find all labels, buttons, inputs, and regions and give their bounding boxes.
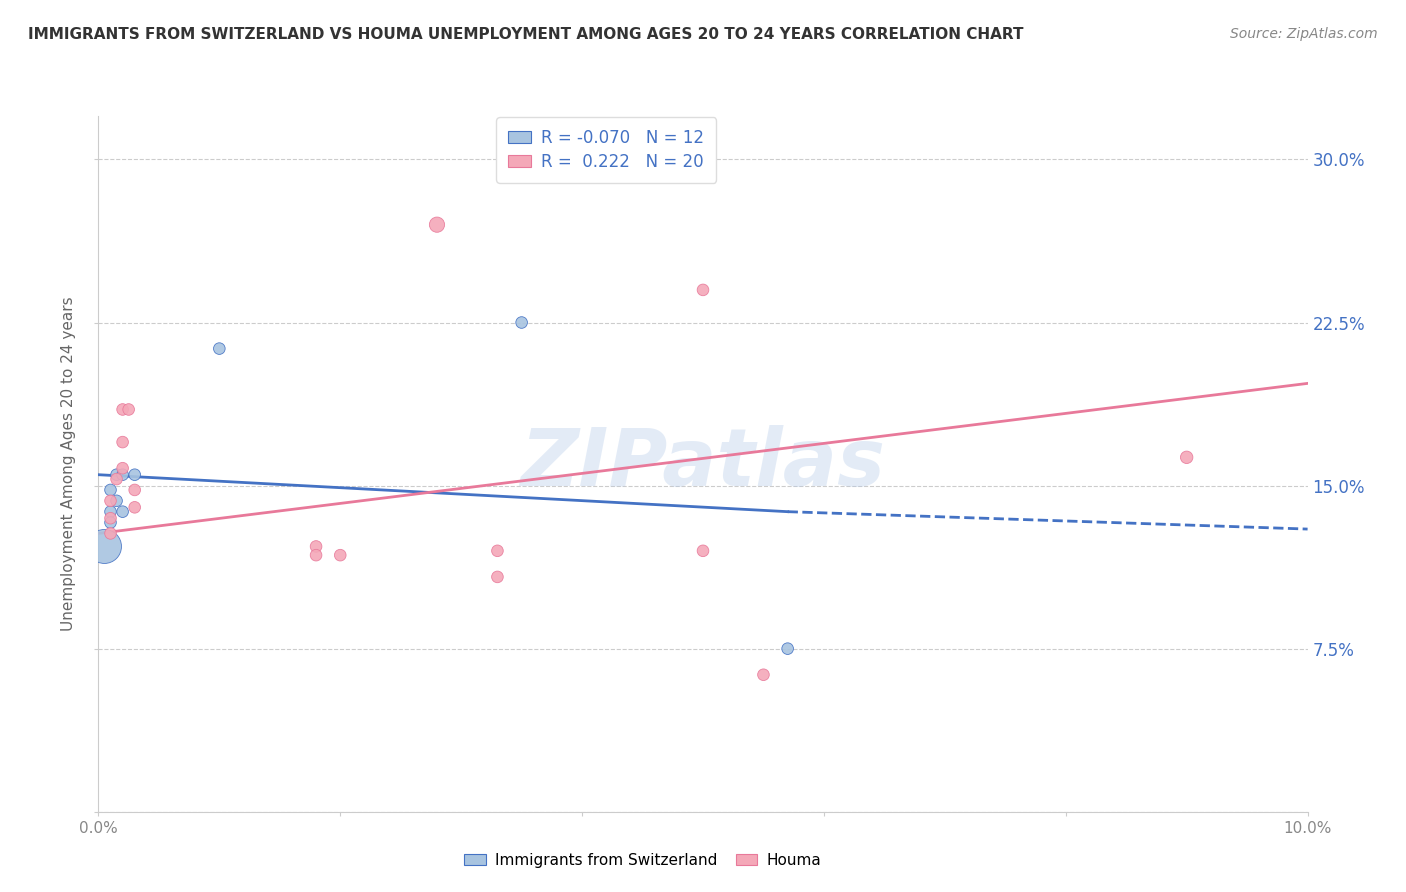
- Point: [118, 402, 141, 417]
- Point: [111, 467, 134, 482]
- Point: [111, 505, 134, 519]
- Point: [305, 548, 328, 562]
- Point: [93, 540, 115, 554]
- Point: [100, 511, 122, 525]
- Y-axis label: Unemployment Among Ages 20 to 24 years: Unemployment Among Ages 20 to 24 years: [60, 296, 76, 632]
- Point: [124, 483, 146, 497]
- Point: [100, 505, 122, 519]
- Point: [105, 472, 128, 486]
- Point: [124, 467, 146, 482]
- Point: [100, 493, 122, 508]
- Point: [105, 493, 128, 508]
- Point: [692, 283, 714, 297]
- Point: [208, 342, 231, 356]
- Point: [100, 516, 122, 530]
- Point: [1175, 450, 1198, 465]
- Text: IMMIGRANTS FROM SWITZERLAND VS HOUMA UNEMPLOYMENT AMONG AGES 20 TO 24 YEARS CORR: IMMIGRANTS FROM SWITZERLAND VS HOUMA UNE…: [28, 27, 1024, 42]
- Point: [111, 435, 134, 450]
- Point: [111, 402, 134, 417]
- Point: [486, 570, 509, 584]
- Point: [510, 316, 533, 330]
- Text: ZIPatlas: ZIPatlas: [520, 425, 886, 503]
- Point: [426, 218, 449, 232]
- Point: [776, 641, 799, 656]
- Legend: Immigrants from Switzerland, Houma: Immigrants from Switzerland, Houma: [458, 847, 827, 873]
- Point: [329, 548, 352, 562]
- Point: [100, 483, 122, 497]
- Point: [105, 467, 128, 482]
- Text: Source: ZipAtlas.com: Source: ZipAtlas.com: [1230, 27, 1378, 41]
- Point: [305, 540, 328, 554]
- Point: [100, 526, 122, 541]
- Point: [486, 544, 509, 558]
- Point: [752, 667, 775, 681]
- Point: [124, 500, 146, 515]
- Point: [692, 544, 714, 558]
- Point: [111, 461, 134, 475]
